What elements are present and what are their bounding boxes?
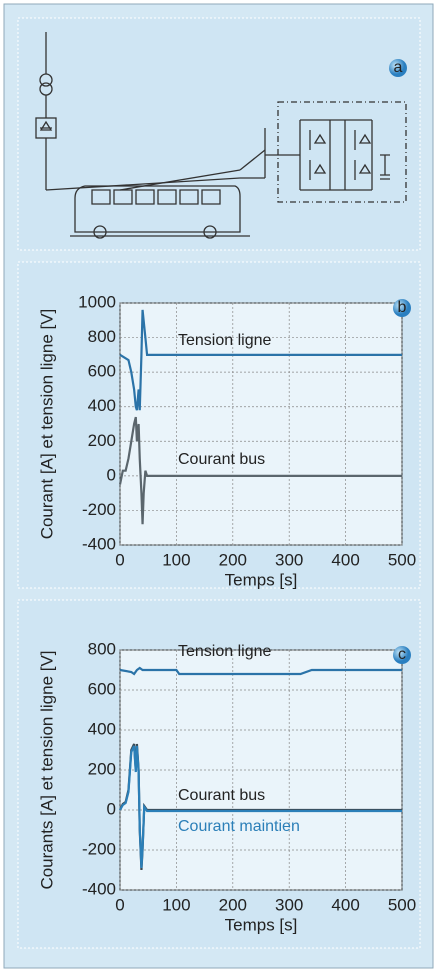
x-tick-label: 100 — [162, 550, 190, 569]
y-tick-label: 600 — [88, 362, 116, 381]
y-tick-label: 400 — [88, 719, 116, 738]
x-axis-label: Temps [s] — [225, 570, 298, 589]
panel-label: c — [398, 646, 406, 663]
x-tick-label: 300 — [275, 895, 303, 914]
y-axis-label: Courant [A] et tension ligne [V] — [37, 309, 56, 540]
y-tick-label: -200 — [82, 839, 116, 858]
y-tick-label: 600 — [88, 679, 116, 698]
y-tick-label: 1000 — [78, 292, 116, 311]
y-tick-label: -400 — [82, 534, 116, 553]
series-label: Tension ligne — [178, 332, 272, 349]
y-tick-label: -200 — [82, 500, 116, 519]
x-tick-label: 100 — [162, 895, 190, 914]
x-tick-label: 400 — [331, 895, 359, 914]
x-tick-label: 300 — [275, 550, 303, 569]
series-label: Courant bus — [178, 451, 265, 468]
panel-a — [18, 18, 420, 250]
panel-label: b — [398, 299, 407, 316]
y-tick-label: 0 — [107, 799, 116, 818]
x-axis-label: Temps [s] — [225, 915, 298, 934]
figure: a -400-200020040060080010000100200300400… — [0, 0, 437, 972]
y-tick-label: 800 — [88, 327, 116, 346]
y-tick-label: 200 — [88, 431, 116, 450]
panel-label: a — [394, 59, 403, 76]
y-tick-label: -400 — [82, 879, 116, 898]
series-label: Courant bus — [178, 787, 265, 804]
series-label: Courant maintien — [178, 818, 300, 835]
series-label: Tension ligne — [178, 643, 272, 660]
x-tick-label: 200 — [219, 550, 247, 569]
y-tick-label: 400 — [88, 396, 116, 415]
x-tick-label: 400 — [331, 550, 359, 569]
x-tick-label: 0 — [115, 895, 124, 914]
x-tick-label: 500 — [388, 895, 416, 914]
y-tick-label: 200 — [88, 759, 116, 778]
x-tick-label: 200 — [219, 895, 247, 914]
x-tick-label: 0 — [115, 550, 124, 569]
y-tick-label: 800 — [88, 639, 116, 658]
y-tick-label: 0 — [107, 465, 116, 484]
x-tick-label: 500 — [388, 550, 416, 569]
y-axis-label: Courants [A] et tension ligne [V] — [37, 650, 56, 889]
